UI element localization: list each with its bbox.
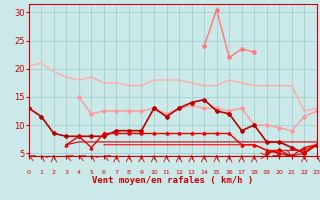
- X-axis label: Vent moyen/en rafales ( km/h ): Vent moyen/en rafales ( km/h ): [92, 176, 253, 185]
